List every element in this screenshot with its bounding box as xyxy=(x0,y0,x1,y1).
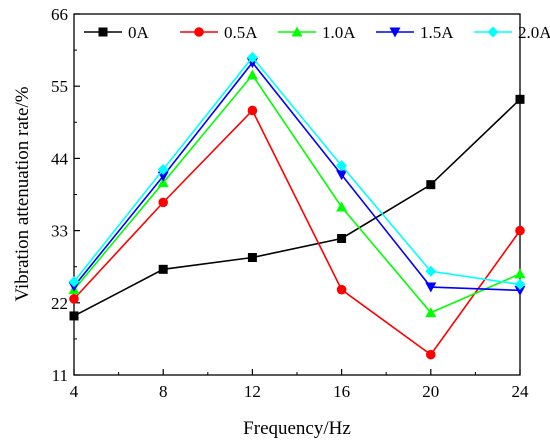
data-point xyxy=(425,265,437,277)
data-point xyxy=(158,197,168,208)
data-point xyxy=(337,233,347,243)
data-point xyxy=(514,268,526,279)
data-point xyxy=(426,349,436,360)
legend-marker xyxy=(194,27,204,37)
data-point xyxy=(514,285,526,296)
y-tick-label: 44 xyxy=(51,149,69,168)
series-0A xyxy=(69,94,525,321)
legend-item-1.5A: 1.5A xyxy=(376,23,454,42)
data-point xyxy=(68,276,80,288)
legend-label: 1.5A xyxy=(420,23,454,42)
data-point xyxy=(425,282,437,293)
data-point xyxy=(515,94,525,104)
data-point xyxy=(157,164,169,176)
series-line xyxy=(73,98,521,317)
data-point xyxy=(69,311,79,321)
data-point xyxy=(246,51,258,63)
series-line xyxy=(73,73,521,314)
plot-frame-group xyxy=(73,13,521,376)
y-tick-label: 33 xyxy=(51,222,68,241)
legend-item-2.0A: 2.0A xyxy=(474,23,550,42)
x-tick-label: 4 xyxy=(70,382,79,401)
series-group xyxy=(68,51,526,360)
x-tick-label: 16 xyxy=(333,382,350,401)
series-0.5A xyxy=(69,105,525,360)
y-tick-label: 66 xyxy=(51,5,68,24)
y-tick-label: 22 xyxy=(51,294,68,313)
series-1.5A xyxy=(68,58,526,296)
data-point xyxy=(426,180,436,190)
data-point xyxy=(158,264,168,274)
data-point xyxy=(246,69,258,80)
series-line xyxy=(73,61,521,292)
data-point xyxy=(336,284,347,295)
data-point xyxy=(247,253,257,263)
y-axis-label: Vibration attenuation rate/% xyxy=(12,86,33,301)
legend-label: 2.0A xyxy=(518,23,550,42)
legend-item-1.0A: 1.0A xyxy=(278,23,356,42)
legend-marker xyxy=(487,26,499,38)
data-point xyxy=(515,225,525,236)
legend-label: 0A xyxy=(128,23,150,42)
data-point xyxy=(336,201,348,212)
data-point xyxy=(247,105,258,116)
ticks-group: 4 8 12 16 20 24 11 22 33 44 55 66 xyxy=(51,5,529,401)
data-point xyxy=(336,160,348,172)
legend-marker xyxy=(98,27,108,37)
data-point xyxy=(336,170,348,181)
data-point xyxy=(425,307,437,318)
legend-marker xyxy=(389,27,401,38)
series-line xyxy=(73,56,521,286)
y-tick-label: 55 xyxy=(51,77,68,96)
legend-label: 0.5A xyxy=(224,23,258,42)
x-tick-label: 12 xyxy=(244,382,261,401)
series-2.0A xyxy=(68,51,526,290)
data-point xyxy=(514,278,526,290)
plot-frame xyxy=(73,13,521,376)
legend-label: 1.0A xyxy=(322,23,356,42)
series-1.0A xyxy=(68,69,526,318)
legend: 0A 0.5A 1.0A 1.5A 2.0A xyxy=(84,23,550,42)
x-axis-label: Frequency/Hz xyxy=(243,418,351,439)
x-tick-label: 24 xyxy=(512,382,530,401)
series-line xyxy=(73,109,521,356)
legend-item-0A: 0A xyxy=(84,23,150,42)
x-tick-label: 20 xyxy=(422,382,439,401)
data-point xyxy=(69,294,79,304)
y-tick-label: 11 xyxy=(52,366,68,385)
data-point xyxy=(157,177,169,188)
x-tick-label: 8 xyxy=(159,382,168,401)
legend-item-0.5A: 0.5A xyxy=(180,23,258,42)
legend-marker xyxy=(291,26,303,37)
